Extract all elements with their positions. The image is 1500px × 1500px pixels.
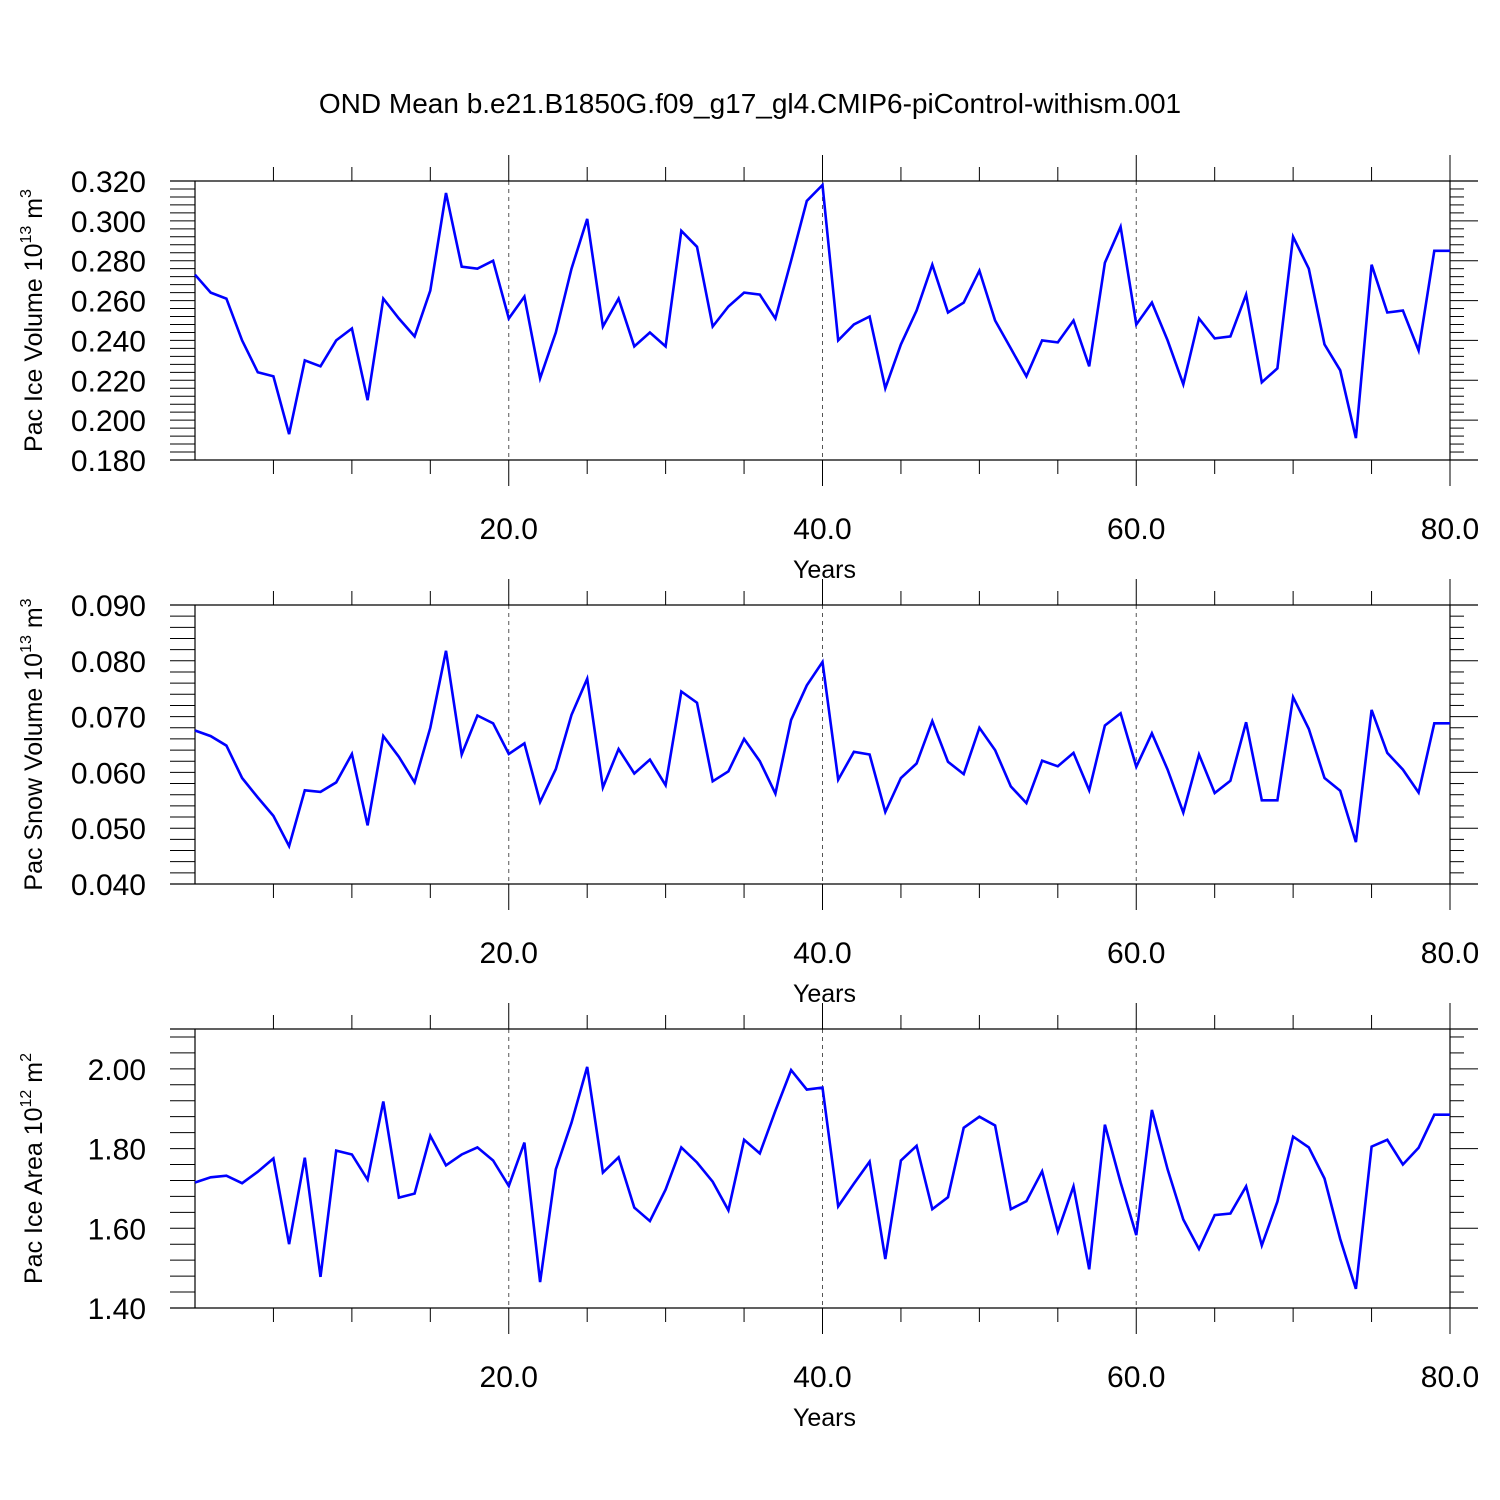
x-tick-label: 40.0	[793, 513, 851, 546]
y-axis-label-superscript: 13	[18, 635, 35, 653]
x-tick-label: 60.0	[1107, 937, 1165, 970]
x-tick-label: 80.0	[1421, 1361, 1479, 1394]
y-tick-label: 0.220	[71, 365, 146, 398]
series-line	[194, 182, 1450, 439]
x-tick-label: 20.0	[480, 513, 538, 546]
y-tick-label: 1.60	[88, 1213, 146, 1246]
y-axis-label-text: m	[20, 607, 48, 635]
y-tick-label: 0.320	[71, 166, 146, 199]
x-tick-label: 60.0	[1107, 513, 1165, 546]
y-tick-label: 1.80	[88, 1134, 146, 1167]
y-tick-label: 0.280	[71, 246, 146, 279]
x-axis-label: Years	[793, 980, 856, 1008]
y-tick-label: 0.050	[71, 813, 146, 846]
panel-2: 20.0 40.0 60.0 80.0 0.040 0.050 0.060 0.070 0.08…	[18, 579, 1479, 1008]
x-tick-label: 40.0	[793, 1361, 851, 1394]
x-axis-label: Years	[793, 556, 856, 584]
y-axis-label-superscript: 13	[18, 226, 35, 244]
panel-3: 20.0 40.0 60.0 80.0 1.40 1.60 1.80 2.00 Years Pac…	[18, 1003, 1479, 1432]
y-axis-label: Pac Ice Volume 1013 m3	[18, 189, 48, 452]
x-tick-label: 20.0	[480, 1361, 538, 1394]
y-tick-label: 0.080	[71, 646, 146, 679]
x-axis-label: Years	[793, 1404, 856, 1432]
y-tick-label: 0.180	[71, 445, 146, 478]
y-tick-label: 0.060	[71, 757, 146, 790]
panel-1: 20.0 40.0 60.0 80.0 0.180 0.200 0.220 0.240 0.26…	[18, 155, 1479, 584]
y-axis-label-superscript: 2	[18, 1053, 35, 1062]
y-axis-label-text: Pac Snow Volume 10	[20, 653, 48, 891]
y-axis-label-text: m	[20, 198, 48, 226]
x-tick-label: 60.0	[1107, 1361, 1165, 1394]
series-line	[194, 1066, 1450, 1290]
y-axis-label-superscript: 12	[18, 1090, 35, 1108]
y-tick-label: 0.300	[71, 206, 146, 239]
series-line	[194, 650, 1450, 850]
y-tick-label: 0.070	[71, 702, 146, 735]
y-axis-label: Pac Ice Area 1012 m2	[18, 1053, 48, 1284]
x-tick-label: 20.0	[480, 937, 538, 970]
y-tick-label: 0.240	[71, 325, 146, 358]
y-axis-label-text: Pac Ice Volume 10	[20, 244, 48, 452]
y-axis-label-superscript: 3	[18, 189, 35, 198]
x-tick-label: 40.0	[793, 937, 851, 970]
y-tick-label: 1.40	[88, 1293, 146, 1326]
y-tick-label: 2.00	[88, 1054, 146, 1087]
x-tick-label: 80.0	[1421, 937, 1479, 970]
y-tick-label: 0.260	[71, 286, 146, 319]
y-tick-label: 0.200	[71, 405, 146, 438]
y-axis-label-text: Pac Ice Area 10	[20, 1107, 48, 1284]
x-tick-label: 80.0	[1421, 513, 1479, 546]
y-tick-label: 0.090	[71, 590, 146, 623]
y-axis-label-superscript: 3	[18, 598, 35, 607]
figure-title: OND Mean b.e21.B1850G.f09_g17_gl4.CMIP6-…	[318, 88, 1182, 119]
y-axis-label: Pac Snow Volume 1013 m3	[18, 598, 48, 890]
y-tick-label: 0.040	[71, 869, 146, 902]
y-axis-label-text: m	[20, 1062, 48, 1090]
